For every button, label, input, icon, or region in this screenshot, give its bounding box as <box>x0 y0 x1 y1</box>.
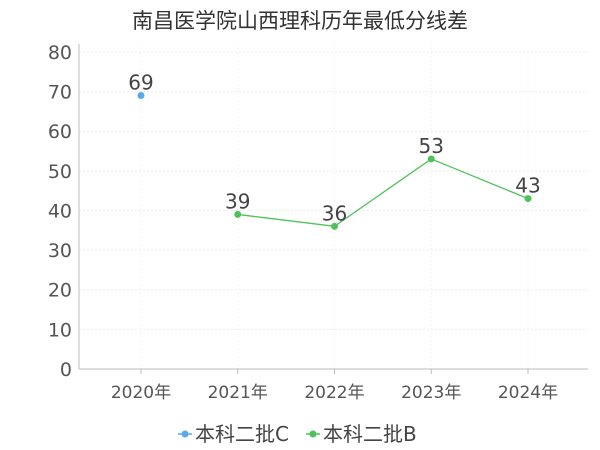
legend: 本科二批C 本科二批B <box>178 422 417 446</box>
y-tick-label: 70 <box>48 82 72 104</box>
y-tick-label: 30 <box>48 240 72 262</box>
series-1: 69 <box>128 71 154 100</box>
x-tick-label: 2020年 <box>111 383 171 403</box>
legend-label: 本科二批C <box>195 422 289 446</box>
data-point <box>427 155 435 163</box>
data-point <box>524 195 532 203</box>
series-2: 39 36 53 43 <box>225 134 541 230</box>
x-tick-label: 2022年 <box>304 383 364 403</box>
y-tick-label: 80 <box>48 42 72 64</box>
x-tick-label: 2021年 <box>208 383 268 403</box>
y-tick-labels: 0 10 20 30 40 50 60 70 80 <box>48 42 72 381</box>
axes <box>78 44 588 370</box>
x-tick-labels: 2020年 2021年 2022年 2023年 2024年 <box>111 369 558 403</box>
data-label: 53 <box>419 134 444 158</box>
chart-title: 南昌医学院山西理科历年最低分线差 <box>132 9 468 33</box>
data-label: 69 <box>128 71 153 95</box>
data-label: 39 <box>225 189 250 213</box>
series-line <box>237 158 529 227</box>
grid-lines <box>79 44 588 369</box>
y-tick-label: 0 <box>60 359 72 381</box>
data-label: 36 <box>322 201 347 225</box>
y-tick-label: 20 <box>48 280 72 302</box>
data-label: 43 <box>515 174 540 198</box>
data-point <box>331 222 338 230</box>
y-tick-label: 50 <box>48 161 72 183</box>
x-tick-label: 2023年 <box>401 383 461 403</box>
legend-item-2[interactable]: 本科二批B <box>306 422 417 446</box>
y-tick-label: 40 <box>48 200 72 222</box>
legend-swatch-marker <box>309 430 317 438</box>
legend-item-1[interactable]: 本科二批C <box>178 422 289 446</box>
series-layer: 69 39 36 53 43 <box>128 71 541 230</box>
legend-label: 本科二批B <box>323 422 417 446</box>
data-point <box>234 210 242 218</box>
y-tick-label: 10 <box>48 319 72 341</box>
data-point <box>137 92 145 100</box>
legend-swatch-marker <box>181 430 189 438</box>
x-tick-label: 2024年 <box>498 383 558 403</box>
y-tick-label: 60 <box>48 121 72 143</box>
